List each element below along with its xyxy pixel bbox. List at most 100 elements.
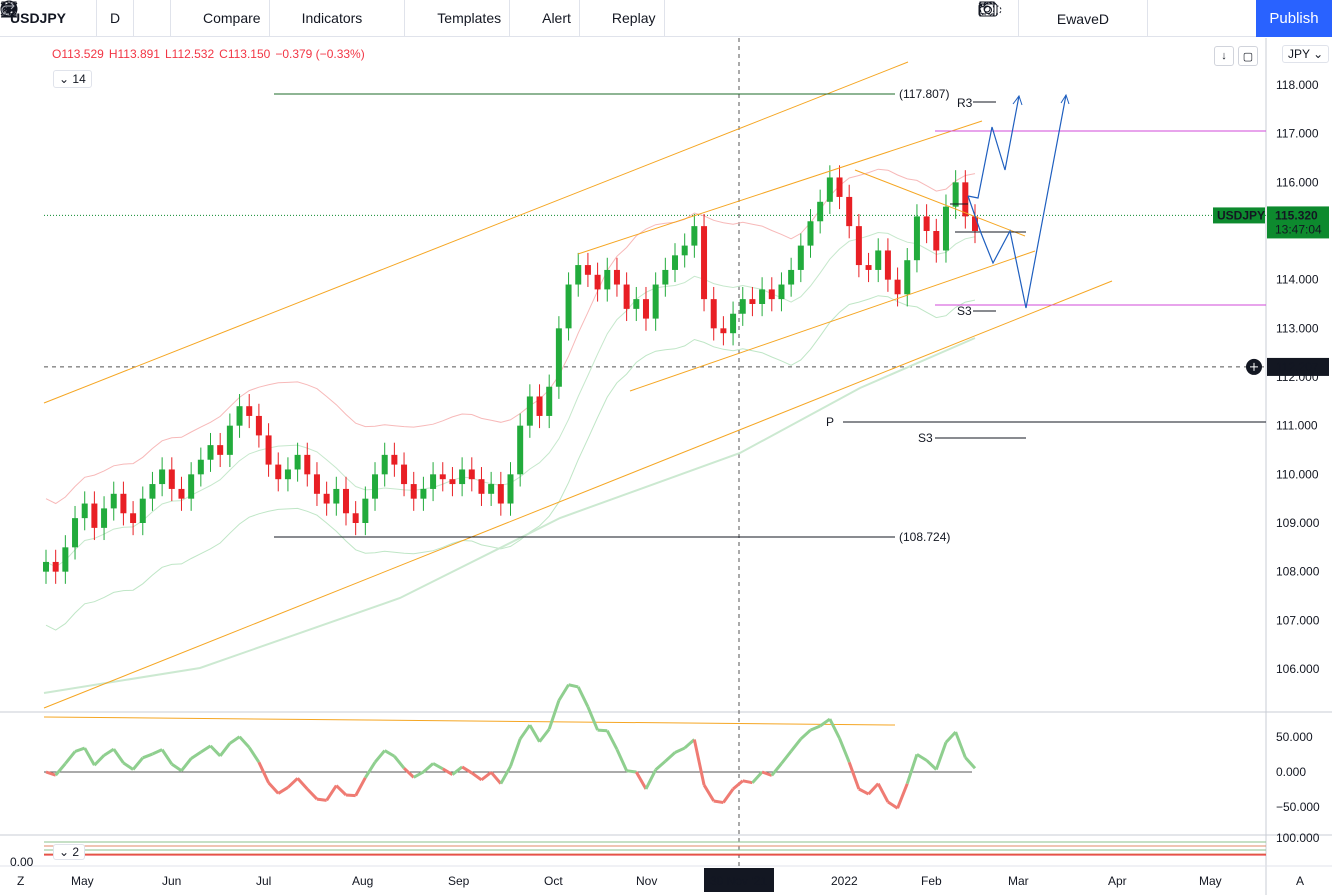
top-toolbar: USDJPY D Compare Indicators Templates Al…	[0, 0, 1332, 37]
sub-indicator-toggle[interactable]: ⌄ 2	[53, 844, 86, 860]
candle	[246, 406, 253, 416]
s3-lower-label: S3	[918, 431, 933, 445]
candle	[459, 469, 466, 485]
candle	[410, 484, 417, 499]
candle	[546, 386, 553, 416]
oscillator-segment	[887, 800, 899, 810]
indicator-count-toggle[interactable]: ⌄ 14	[53, 70, 92, 88]
oscillator-segment	[732, 779, 744, 791]
oscillator-segment	[925, 759, 938, 771]
interval-button[interactable]: D	[97, 0, 133, 37]
triangle-line	[854, 169, 1026, 237]
oscillator-segment	[568, 683, 579, 689]
oscillator-segment	[702, 784, 716, 802]
candle	[362, 498, 369, 523]
candle	[323, 493, 330, 504]
alert-label: Alert	[542, 10, 571, 26]
oscillator-segment	[597, 728, 608, 733]
price-tick: 107.000	[1276, 613, 1320, 627]
last-price-badge	[1267, 206, 1329, 239]
oscillator-segment	[480, 771, 493, 782]
templates-button[interactable]: Templates	[1, 0, 509, 37]
price-tick: 111.000	[1276, 419, 1318, 433]
snapshot-button[interactable]	[978, 0, 1256, 37]
maximize-pane-icon[interactable]: ▢	[1238, 46, 1258, 66]
symbol-search[interactable]: USDJPY	[0, 0, 96, 37]
oscillator-segment	[142, 752, 153, 760]
candle	[913, 216, 920, 261]
candle	[691, 226, 698, 246]
publish-button[interactable]: Publish	[1256, 0, 1332, 37]
z-button: Z	[17, 874, 24, 888]
crosshair-price: 112.207	[1276, 360, 1319, 374]
candle	[120, 493, 127, 514]
divider	[96, 0, 97, 37]
price-tick: 106.000	[1276, 662, 1320, 676]
oscillator-segment	[103, 747, 115, 757]
oscillator-segment	[634, 771, 648, 790]
time-tick: May	[1199, 874, 1222, 888]
price-tick: 113.000	[1276, 321, 1319, 335]
replay-button[interactable]: Replay	[2, 0, 664, 37]
oscillator-segment	[83, 747, 96, 766]
oscillator-segment	[267, 781, 280, 795]
oscillator-segment	[422, 762, 435, 774]
candle	[226, 425, 233, 455]
chart-type-button[interactable]	[2, 0, 170, 37]
redo-button[interactable]	[1, 0, 733, 37]
expand-icon	[979, 1, 1211, 28]
oscillator-trendline	[43, 716, 896, 726]
osc-tick: 100.000	[1276, 831, 1320, 845]
oscillator-segment	[509, 738, 522, 767]
chevron-down-icon[interactable]	[0, 2, 396, 27]
projection-path-b	[967, 94, 1067, 309]
price-tick: 116.000	[1276, 175, 1319, 189]
oscillator-segment	[200, 744, 212, 754]
sub-axis-label: 0.00	[10, 855, 34, 869]
oscillator-segment	[277, 786, 289, 795]
oscillator-segment	[742, 779, 753, 785]
candle	[275, 464, 282, 480]
candle	[701, 226, 708, 300]
oscillator-segment	[761, 770, 773, 777]
oscillator-segment	[751, 770, 764, 784]
alert-button[interactable]: Alert	[2, 0, 579, 37]
chevron-down-icon[interactable]	[978, 2, 1139, 28]
indicators-button[interactable]: Indicators	[0, 0, 405, 37]
time-tick: Feb	[921, 874, 942, 888]
oscillator-segment	[393, 755, 406, 770]
pivot-label: P	[826, 415, 834, 429]
candle	[817, 201, 824, 222]
oscillator-segment	[683, 738, 696, 750]
oscillator-segment	[316, 797, 327, 802]
oscillator-segment	[692, 739, 706, 786]
oscillator-segment	[345, 793, 356, 798]
candle	[391, 454, 398, 465]
gear-icon	[979, 1, 1175, 28]
moving-average	[45, 231, 976, 568]
arrow-down-icon[interactable]: ↓	[1214, 46, 1234, 66]
candle	[594, 274, 601, 290]
compare-button[interactable]: Compare	[0, 0, 269, 37]
divider	[268, 0, 270, 37]
layout-button[interactable]: EwaveD	[978, 0, 1147, 37]
price-chart[interactable]: (117.807) (108.724) R3 S3 P S3 118.000 117.000…	[0, 38, 1332, 895]
chart-area[interactable]: (117.807) (108.724) R3 S3 P S3 118.000 117.000…	[0, 38, 1332, 895]
oscillator-segment	[547, 700, 561, 730]
price-tick: 114.000	[1276, 273, 1319, 287]
currency-selector[interactable]: JPY ⌄	[1282, 45, 1330, 63]
candle	[178, 488, 185, 499]
osc-tick: 0.000	[1276, 765, 1306, 779]
candle	[197, 459, 204, 475]
price-tick: 109.000	[1276, 516, 1320, 530]
inner-channel-upper	[577, 120, 983, 255]
rewind-icon	[2, 2, 606, 27]
settings-button[interactable]	[979, 0, 1184, 37]
oscillator-segment	[413, 770, 425, 779]
undo-button[interactable]	[1, 0, 699, 37]
last-price: 115.320	[1275, 208, 1318, 222]
candle	[52, 561, 59, 572]
oscillator-segment	[944, 730, 957, 744]
fullscreen-button[interactable]	[979, 0, 1220, 37]
candle	[342, 488, 349, 514]
